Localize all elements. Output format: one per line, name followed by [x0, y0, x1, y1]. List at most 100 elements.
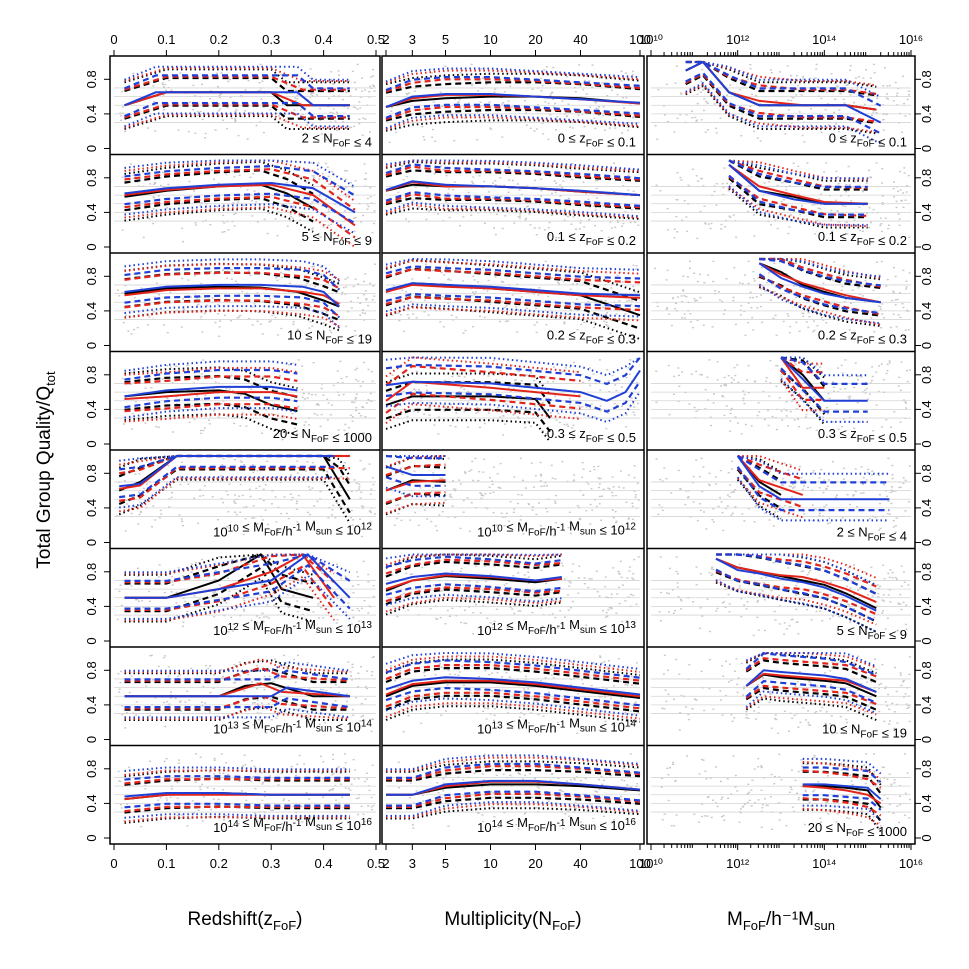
scatter-point: [274, 496, 277, 498]
scatter-point: [262, 499, 265, 502]
scatter-point: [726, 94, 728, 96]
scatter-point: [700, 177, 703, 180]
scatter-point: [480, 494, 483, 496]
scatter-point: [872, 703, 875, 705]
scatter-point: [204, 702, 207, 704]
scatter-point: [884, 217, 887, 219]
scatter-point: [201, 83, 203, 86]
scatter-point: [621, 281, 624, 283]
scatter-point: [885, 419, 888, 421]
scatter-point: [826, 407, 828, 409]
scatter-point: [788, 730, 790, 732]
scatter-point: [833, 261, 836, 263]
scatter-point: [606, 325, 609, 327]
scatter-point: [835, 170, 838, 173]
scatter-point: [627, 189, 630, 191]
scatter-point: [297, 359, 300, 361]
scatter-point: [521, 200, 524, 202]
scatter-point: [337, 429, 340, 431]
scatter-point: [344, 575, 347, 577]
scatter-point: [908, 369, 911, 371]
scatter-point: [253, 190, 256, 192]
scatter-point: [296, 521, 299, 523]
scatter-point: [196, 395, 199, 397]
scatter-point: [462, 216, 465, 218]
extreme-lower-black: [385, 419, 551, 443]
scatter-point: [311, 227, 314, 229]
scatter-point: [249, 274, 252, 277]
scatter-point: [731, 460, 734, 463]
scatter-point: [591, 86, 594, 88]
scatter-point: [358, 677, 361, 680]
scatter-point: [733, 267, 736, 269]
scatter-point: [747, 392, 750, 394]
scatter-point: [397, 504, 400, 506]
scatter-point: [287, 685, 290, 687]
scatter-point: [679, 114, 682, 116]
scatter-point: [599, 77, 601, 79]
extreme-upper-red: [385, 356, 581, 378]
scatter-point: [218, 584, 221, 586]
scatter-point: [723, 167, 726, 169]
scatter-point: [545, 66, 548, 68]
scatter-point: [471, 633, 474, 635]
scatter-point: [540, 473, 542, 476]
scatter-point: [322, 394, 325, 396]
scatter-point: [494, 184, 497, 186]
scatter-point: [862, 77, 865, 79]
scatter-point: [364, 685, 367, 688]
scatter-point: [359, 415, 362, 417]
median-line-red: [124, 183, 356, 227]
scatter-point: [583, 321, 586, 323]
scatter-point: [710, 568, 713, 570]
scatter-point: [402, 390, 405, 393]
scatter-point: [823, 171, 826, 173]
scatter-point: [318, 617, 320, 619]
scatter-point: [800, 223, 802, 225]
scatter-point: [252, 702, 254, 704]
scatter-point: [891, 577, 894, 579]
scatter-point: [837, 221, 840, 223]
scatter-point: [849, 621, 851, 623]
scatter-point: [450, 208, 453, 210]
scatter-point: [573, 474, 576, 476]
scatter-point: [453, 488, 456, 490]
scatter-point: [373, 263, 376, 265]
scatter-point: [600, 299, 603, 302]
extreme-lower-red: [124, 575, 335, 622]
scatter-point: [265, 727, 267, 729]
scatter-point: [530, 712, 533, 714]
scatter-point: [371, 380, 374, 382]
scatter-point: [331, 509, 334, 511]
scatter-point: [245, 425, 248, 427]
scatter-point: [323, 483, 326, 486]
scatter-point: [405, 92, 408, 95]
scatter-point: [294, 97, 297, 99]
scatter-point: [598, 106, 601, 108]
scatter-point: [394, 409, 397, 412]
scatter-point: [594, 416, 596, 418]
scatter-point: [142, 120, 145, 123]
scatter-point: [592, 373, 595, 375]
scatter-point: [196, 304, 199, 307]
scatter-point: [250, 388, 253, 390]
scatter-point: [755, 296, 758, 298]
scatter-point: [582, 494, 585, 496]
scatter-point: [624, 711, 627, 714]
scatter-point: [399, 467, 402, 470]
scatter-point: [687, 713, 690, 716]
scatter-point: [263, 218, 266, 221]
scatter-point: [550, 277, 553, 279]
scatter-point: [637, 499, 640, 501]
scatter-point: [557, 281, 559, 283]
scatter-point: [867, 468, 870, 471]
scatter-point: [869, 176, 872, 178]
scatter-point: [588, 578, 591, 580]
scatter-point: [305, 470, 308, 472]
scatter-point: [239, 314, 242, 317]
scatter-point: [695, 175, 698, 177]
scatter-point: [274, 316, 277, 319]
scatter-point: [668, 313, 671, 315]
scatter-point: [563, 423, 566, 426]
scatter-point: [311, 92, 313, 94]
